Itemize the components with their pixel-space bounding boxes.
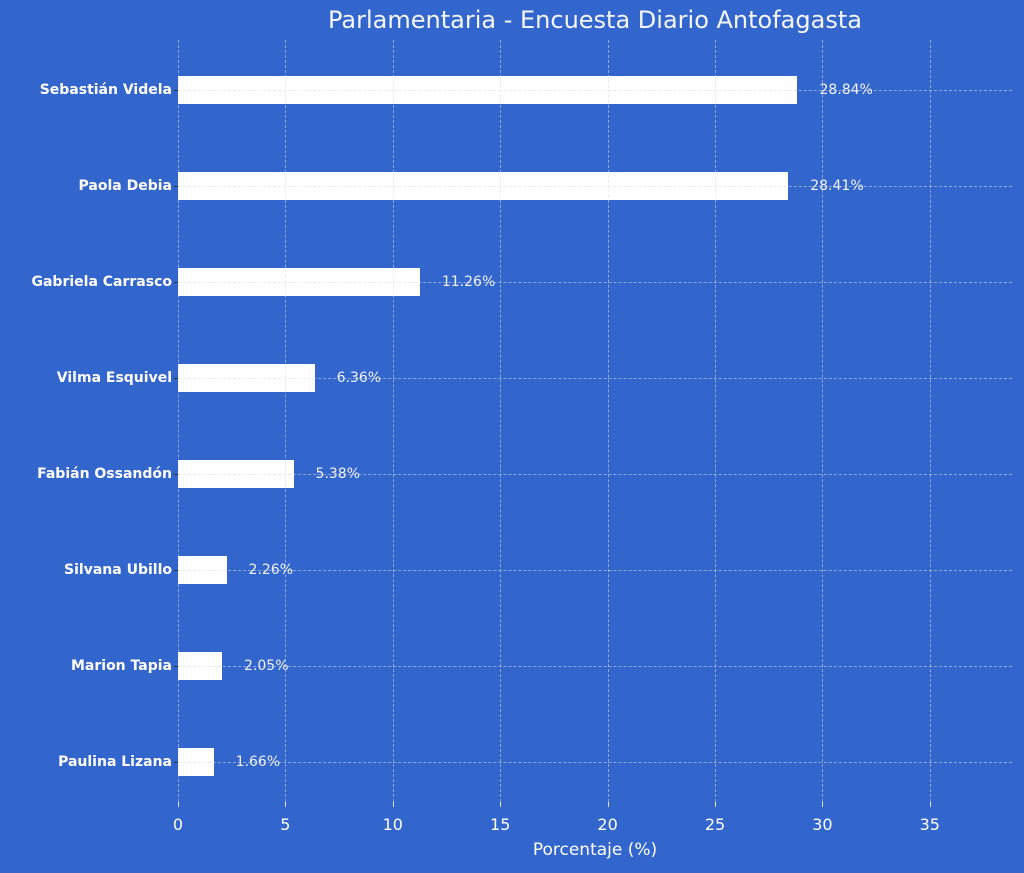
bar	[178, 172, 789, 200]
horizontal-grid-line	[178, 666, 1012, 667]
bar-value-label: 1.66%	[235, 754, 281, 770]
x-tick-label: 5	[280, 815, 291, 834]
vertical-grid-line	[500, 40, 502, 802]
x-axis-label: Porcentaje (%)	[532, 840, 658, 860]
y-tick-mark	[174, 762, 178, 763]
x-tick-label: 35	[919, 815, 940, 834]
bar-value-label: 2.26%	[248, 562, 294, 578]
bar	[178, 748, 214, 776]
bar	[178, 652, 223, 680]
x-tick-mark	[392, 802, 394, 807]
y-tick-label: Fabián Ossandón	[37, 466, 172, 482]
vertical-grid-line	[285, 40, 287, 802]
chart-title: Parlamentaria - Encuesta Diario Antofaga…	[328, 6, 862, 34]
vertical-grid-line	[929, 40, 931, 802]
x-tick-mark	[715, 802, 716, 807]
bar	[178, 76, 798, 104]
vertical-grid-line	[178, 40, 179, 802]
y-tick-label: Sebastián Videla	[39, 82, 172, 98]
y-tick-label: Gabriela Carrasco	[31, 274, 172, 290]
bar-value-label: 11.26%	[441, 274, 496, 290]
horizontal-grid-line	[178, 762, 1012, 763]
bar-value-label: 6.36%	[336, 370, 382, 386]
x-tick-mark	[500, 802, 502, 807]
vertical-grid-line	[822, 40, 824, 802]
bar-value-label: 28.41%	[810, 178, 864, 194]
vertical-grid-line	[715, 40, 716, 802]
grid-lines	[178, 40, 1012, 802]
bar	[178, 460, 294, 488]
y-tick-label: Marion Tapia	[70, 658, 172, 674]
y-tick-mark	[174, 282, 178, 283]
x-tick-mark	[607, 802, 609, 807]
y-tick-mark	[174, 666, 178, 667]
x-tick-mark	[178, 802, 179, 807]
vertical-grid-line	[392, 40, 394, 802]
y-tick-mark	[174, 570, 178, 571]
bar-value-label: 2.05%	[244, 658, 289, 674]
bar	[178, 268, 420, 296]
y-tick-label: Paola Debia	[78, 178, 172, 194]
x-tick-mark	[285, 802, 287, 807]
y-tick-label: Silvana Ubillo	[64, 562, 172, 578]
bar-value-label: 5.38%	[315, 466, 361, 482]
bar-value-label: 28.84%	[819, 82, 873, 98]
plot-area: 28.84% 28.41% 11.26% 6.36% 5.38% 2.26% 2.05% 1.…	[178, 40, 1012, 802]
x-tick-label: 25	[704, 815, 726, 834]
bar	[178, 556, 227, 584]
y-tick-mark	[174, 90, 178, 91]
x-tick-label: 10	[382, 815, 403, 834]
x-tick-mark	[822, 802, 824, 807]
y-tick-label: Vilma Esquivel	[56, 370, 172, 386]
horizontal-grid-line	[178, 474, 1012, 475]
x-tick-label: 15	[490, 815, 511, 834]
y-tick-mark	[174, 186, 178, 187]
horizontal-grid-line	[178, 570, 1012, 571]
bar	[178, 364, 315, 392]
y-tick-mark	[174, 474, 178, 475]
x-tick-label: 20	[597, 815, 618, 834]
x-tick-label: 0	[172, 815, 184, 834]
x-tick-label: 30	[812, 815, 833, 834]
vertical-grid-line	[607, 40, 609, 802]
x-tick-mark	[929, 802, 931, 807]
y-tick-mark	[174, 378, 178, 379]
y-tick-label: Paulina Lizana	[58, 754, 172, 770]
